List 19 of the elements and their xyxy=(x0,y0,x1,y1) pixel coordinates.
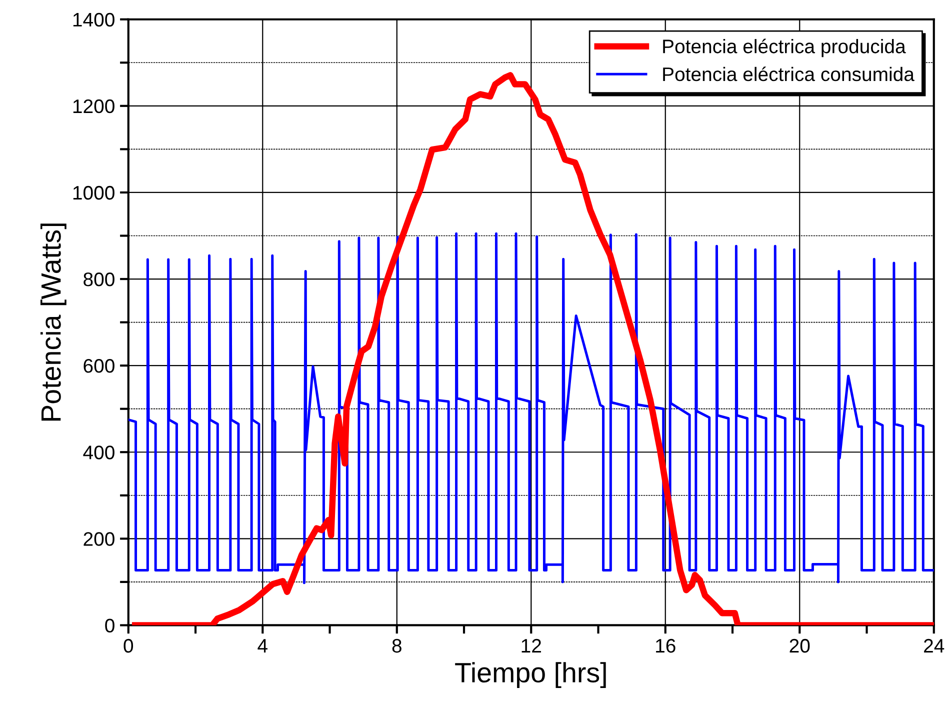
y-tick-label: 200 xyxy=(84,532,114,546)
x-tick-label: 16 xyxy=(656,638,676,653)
y-tick-label: 0 xyxy=(105,618,114,632)
legend-label: Potencia eléctrica producida xyxy=(663,38,906,58)
x-tick-label: 12 xyxy=(522,638,541,653)
x-tick-label: 8 xyxy=(392,638,402,653)
y-tick-label: 600 xyxy=(84,359,114,373)
y-tick-label: 1200 xyxy=(73,99,114,114)
x-tick-label: 24 xyxy=(924,638,944,653)
y-tick-label: 400 xyxy=(83,446,114,460)
x-tick-label: 20 xyxy=(790,638,810,653)
y-tick-label: 1400 xyxy=(73,12,114,27)
x-axis-title: Tiempo [hrs] xyxy=(455,662,606,688)
legend-label: Potencia eléctrica consumida xyxy=(663,66,914,82)
y-tick-label: 800 xyxy=(84,272,114,286)
x-tick-label: 4 xyxy=(258,639,268,653)
y-axis-title: Potencia [Watts] xyxy=(40,224,66,421)
x-tick-label: 0 xyxy=(124,638,134,653)
y-tick-label: 1000 xyxy=(73,186,114,200)
